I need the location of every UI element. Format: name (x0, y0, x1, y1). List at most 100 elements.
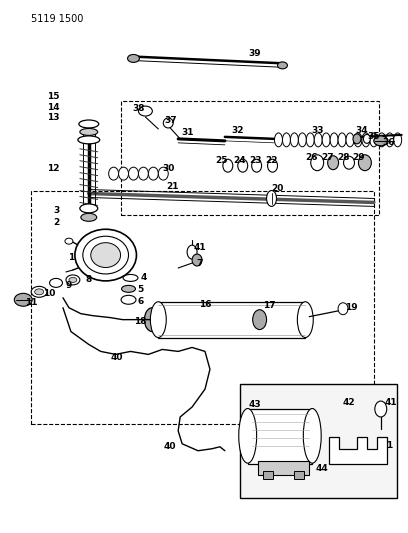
Bar (295, 471, 304, 479)
Ellipse shape (31, 286, 47, 297)
Bar (257, 461, 309, 474)
Ellipse shape (123, 274, 138, 281)
Ellipse shape (353, 134, 361, 144)
Ellipse shape (298, 133, 306, 147)
Ellipse shape (151, 302, 166, 337)
Ellipse shape (192, 254, 202, 266)
Text: 40: 40 (164, 442, 177, 451)
Ellipse shape (79, 120, 99, 128)
Ellipse shape (81, 213, 97, 221)
Text: 5: 5 (137, 285, 144, 294)
Ellipse shape (187, 245, 197, 259)
Ellipse shape (69, 277, 77, 282)
Ellipse shape (66, 275, 80, 285)
Text: 17: 17 (263, 301, 276, 310)
Text: 14: 14 (47, 102, 59, 111)
Text: 10: 10 (43, 289, 55, 298)
Text: 20: 20 (271, 184, 284, 193)
Ellipse shape (297, 302, 313, 337)
Text: 18: 18 (134, 317, 147, 326)
Ellipse shape (338, 303, 348, 314)
Polygon shape (329, 437, 387, 464)
Ellipse shape (306, 133, 314, 147)
Ellipse shape (303, 408, 321, 463)
Text: 35: 35 (368, 132, 380, 141)
Ellipse shape (91, 243, 121, 268)
Ellipse shape (322, 133, 330, 147)
Ellipse shape (163, 118, 173, 128)
Ellipse shape (138, 106, 152, 116)
Text: 27: 27 (321, 154, 333, 162)
Text: 2: 2 (53, 218, 59, 227)
Ellipse shape (277, 62, 287, 69)
Ellipse shape (35, 289, 44, 295)
Ellipse shape (138, 167, 149, 180)
Text: 22: 22 (265, 156, 278, 165)
Text: 1: 1 (68, 253, 74, 262)
Ellipse shape (149, 167, 158, 180)
Ellipse shape (328, 156, 339, 169)
Bar (158, 302, 305, 337)
Ellipse shape (122, 285, 135, 292)
Text: 1: 1 (386, 441, 392, 450)
Bar (121, 101, 379, 215)
Text: 42: 42 (343, 398, 355, 407)
Text: 25: 25 (215, 156, 228, 165)
Text: 12: 12 (47, 164, 59, 173)
Text: 37: 37 (164, 117, 177, 125)
Text: 41: 41 (194, 243, 206, 252)
Ellipse shape (370, 133, 378, 147)
Ellipse shape (314, 133, 322, 147)
Ellipse shape (128, 54, 140, 62)
Text: 3: 3 (53, 206, 59, 215)
Ellipse shape (144, 308, 160, 332)
Ellipse shape (282, 133, 290, 147)
Text: 40: 40 (110, 353, 123, 362)
Text: 39: 39 (248, 49, 261, 58)
Text: 43: 43 (248, 400, 261, 409)
Ellipse shape (338, 133, 346, 147)
Text: 19: 19 (345, 303, 357, 312)
Ellipse shape (83, 236, 129, 274)
Ellipse shape (14, 293, 32, 306)
Ellipse shape (78, 136, 100, 144)
Text: 33: 33 (311, 126, 324, 135)
Bar (263, 471, 273, 479)
Ellipse shape (223, 159, 233, 172)
Text: 13: 13 (47, 112, 59, 122)
Ellipse shape (129, 167, 138, 180)
Text: 41: 41 (384, 398, 397, 407)
Ellipse shape (344, 156, 355, 169)
Ellipse shape (359, 155, 371, 171)
Text: 16: 16 (199, 300, 211, 309)
Bar (240, 384, 397, 498)
Ellipse shape (253, 310, 266, 329)
Ellipse shape (239, 408, 257, 463)
Ellipse shape (354, 133, 362, 147)
Ellipse shape (49, 278, 62, 287)
Ellipse shape (109, 167, 119, 180)
Ellipse shape (346, 133, 354, 147)
Text: 34: 34 (356, 126, 368, 135)
Ellipse shape (80, 204, 98, 213)
Bar (248, 409, 312, 464)
Ellipse shape (75, 229, 136, 281)
Ellipse shape (375, 401, 387, 417)
Text: 9: 9 (66, 281, 72, 290)
Ellipse shape (362, 133, 370, 147)
Text: 28: 28 (337, 154, 349, 162)
Ellipse shape (238, 159, 248, 172)
Text: 31: 31 (182, 128, 194, 138)
Text: 24: 24 (233, 156, 246, 165)
Ellipse shape (330, 133, 338, 147)
Ellipse shape (121, 295, 136, 304)
Ellipse shape (275, 133, 282, 147)
Text: 29: 29 (353, 154, 365, 162)
Ellipse shape (266, 190, 277, 206)
Ellipse shape (252, 159, 262, 172)
Text: 23: 23 (249, 156, 262, 165)
Ellipse shape (311, 155, 324, 171)
Text: 4: 4 (140, 273, 146, 282)
Ellipse shape (394, 133, 401, 147)
Text: 6: 6 (137, 297, 144, 306)
